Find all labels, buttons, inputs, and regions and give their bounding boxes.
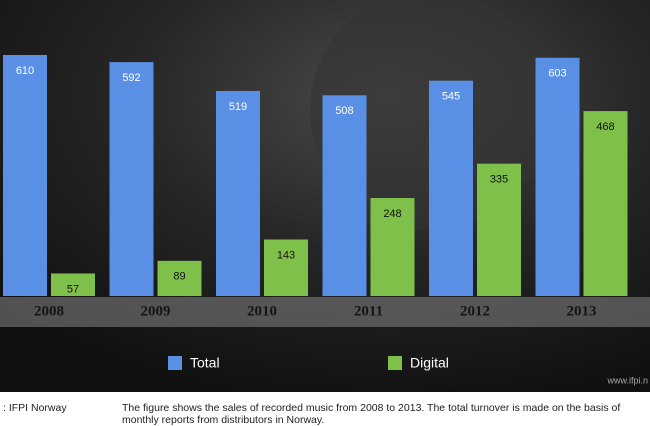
value-label: 592 — [122, 72, 140, 84]
value-label: 143 — [277, 249, 295, 261]
bar — [216, 90, 260, 297]
bar — [264, 239, 308, 296]
legend-swatch — [168, 356, 182, 370]
legend-label: Total — [190, 355, 220, 371]
source: : IFPI Norway — [3, 402, 67, 414]
legend-swatch — [388, 356, 402, 370]
value-label: 57 — [67, 283, 79, 295]
chart: www.ifpi.n 2008 610 57 2009 592 89 2010 519 143 2… — [0, 0, 650, 392]
x-tick-label: 2010 — [247, 303, 277, 319]
value-label: 468 — [596, 121, 614, 133]
value-label: 335 — [490, 174, 508, 186]
bar — [157, 260, 202, 296]
watermark: www.ifpi.n — [606, 375, 648, 385]
bar — [322, 95, 367, 296]
value-label: 545 — [442, 91, 460, 103]
value-label: 610 — [16, 65, 34, 77]
bar — [51, 273, 95, 296]
value-label: 89 — [173, 271, 185, 283]
value-label: 519 — [229, 101, 247, 113]
x-tick-label: 2012 — [460, 303, 490, 319]
bar — [109, 62, 154, 296]
x-tick-label: 2009 — [141, 303, 171, 319]
bar — [429, 80, 473, 296]
bar — [477, 163, 521, 296]
bar — [370, 198, 415, 296]
x-tick-label: 2013 — [567, 303, 597, 319]
value-label: 508 — [335, 105, 353, 117]
year-band — [0, 297, 650, 327]
bar — [535, 57, 580, 296]
x-tick-label: 2008 — [34, 303, 64, 319]
bar — [3, 55, 47, 296]
legend-label: Digital — [410, 355, 449, 371]
caption: The figure shows the sales of recorded m… — [122, 402, 621, 426]
x-tick-label: 2011 — [354, 303, 383, 319]
value-label: 603 — [548, 68, 566, 80]
bar — [583, 111, 628, 296]
value-label: 248 — [383, 208, 401, 220]
